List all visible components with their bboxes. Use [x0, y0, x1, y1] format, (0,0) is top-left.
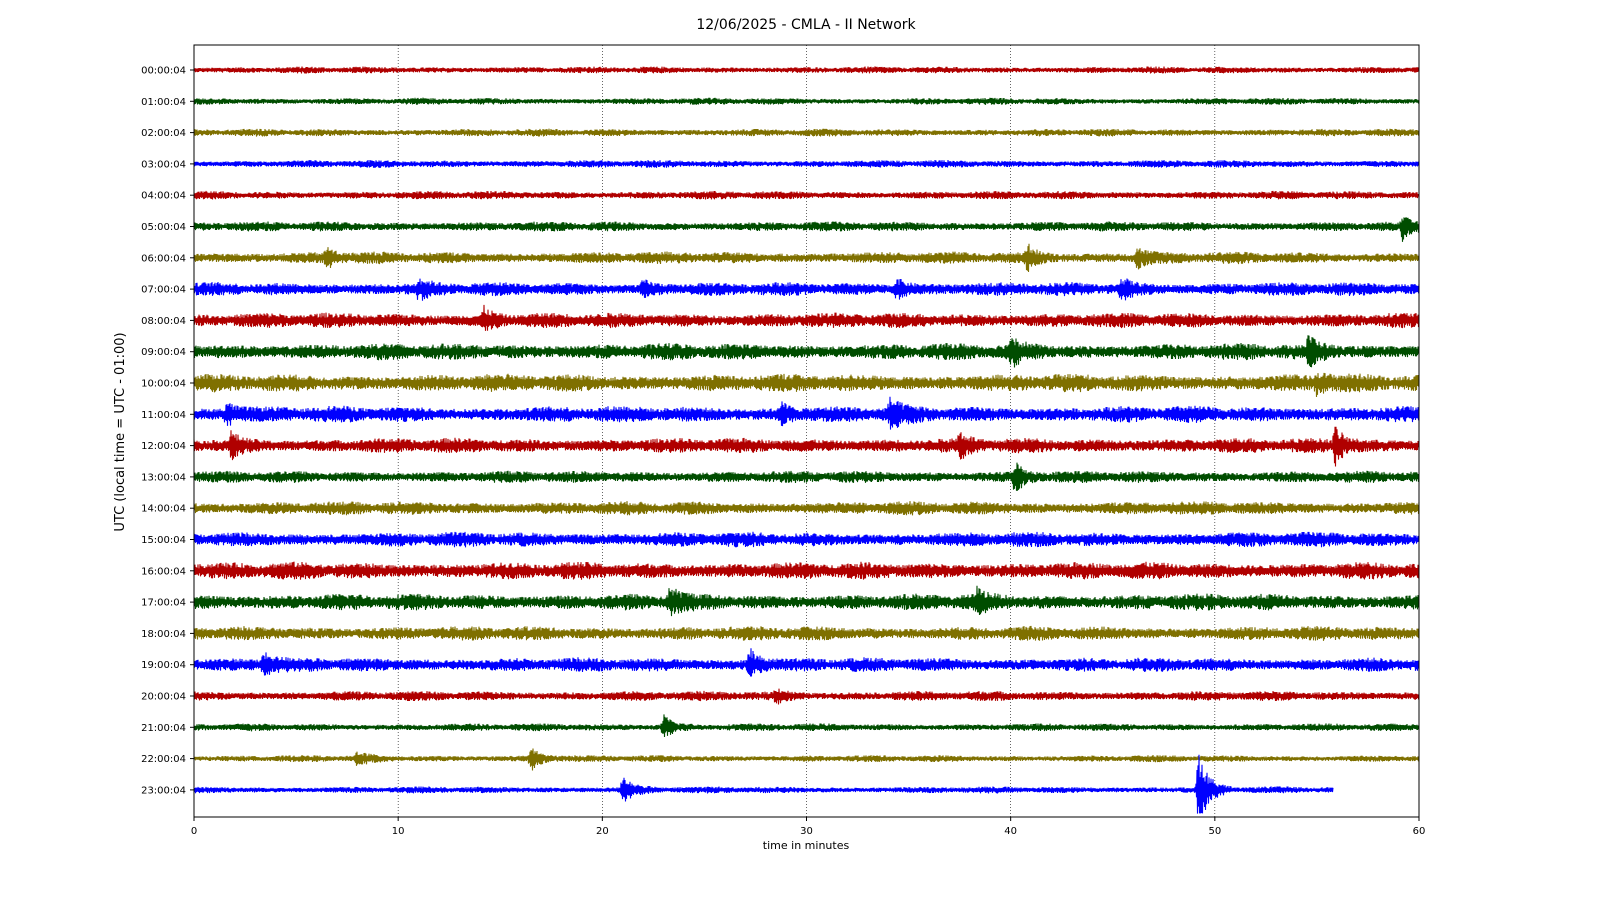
y-tick-label: 06:00:04	[141, 253, 186, 264]
y-tick-label: 04:00:04	[141, 191, 186, 202]
seismic-trace	[193, 335, 1420, 368]
x-tick-label: 0	[191, 826, 197, 837]
x-tick-label: 50	[1208, 826, 1221, 837]
y-tick-label: 20:00:04	[141, 692, 186, 703]
x-tick-label: 60	[1413, 826, 1426, 837]
seismic-trace	[193, 688, 1420, 705]
seismic-trace	[193, 501, 1420, 516]
seismic-trace	[193, 243, 1420, 273]
y-tick-label: 09:00:04	[141, 347, 186, 358]
seismic-trace	[193, 97, 1420, 105]
y-tick-label: 13:00:04	[141, 472, 186, 483]
y-tick-label: 23:00:04	[141, 785, 186, 796]
y-tick-label: 21:00:04	[141, 723, 186, 734]
y-tick-label: 01:00:04	[141, 97, 186, 108]
x-ticks: 0 10 20 30 40 50 60	[191, 817, 1426, 837]
y-tick-label: 17:00:04	[141, 598, 186, 609]
seismic-trace	[193, 625, 1420, 641]
y-tick-label: 14:00:04	[141, 504, 186, 515]
y-axis-label: UTC (local time = UTC - 01:00)	[113, 332, 128, 531]
plot-frame	[193, 44, 1420, 818]
y-tick-label: 15:00:04	[141, 535, 186, 546]
y-tick-label: 08:00:04	[141, 316, 186, 327]
x-tick-label: 20	[596, 826, 609, 837]
seismic-trace	[193, 748, 1420, 771]
y-tick-label: 12:00:04	[141, 441, 186, 452]
chart-title: 12/06/2025 - CMLA - II Network	[696, 17, 916, 33]
y-tick-label: 10:00:04	[141, 379, 186, 390]
seismic-trace	[193, 128, 1420, 137]
seismic-trace	[193, 304, 1420, 331]
seismic-trace	[193, 754, 1334, 814]
y-tick-label: 11:00:04	[141, 410, 186, 421]
seismic-trace	[193, 462, 1420, 491]
y-tick-label: 18:00:04	[141, 629, 186, 640]
seismic-trace	[193, 585, 1420, 617]
y-tick-label: 07:00:04	[141, 285, 186, 296]
y-tick-label: 02:00:04	[141, 128, 186, 139]
y-tick-label: 03:00:04	[141, 159, 186, 170]
seismic-trace	[193, 278, 1420, 301]
seismic-trace	[193, 372, 1420, 398]
seismic-trace	[193, 426, 1420, 467]
seismic-trace	[193, 217, 1420, 242]
y-tick-label: 05:00:04	[141, 222, 186, 233]
seismic-trace	[193, 190, 1420, 200]
x-tick-label: 40	[1004, 826, 1017, 837]
y-tick-labels: 00:00:04 01:00:04 02:00:04 03:00:04 04:00:04…	[141, 66, 194, 796]
seismic-trace	[193, 66, 1420, 74]
x-tick-label: 30	[800, 826, 813, 837]
y-tick-label: 19:00:04	[141, 660, 186, 671]
y-tick-label: 22:00:04	[141, 754, 186, 765]
seismic-trace	[193, 714, 1420, 738]
seismic-trace	[193, 159, 1420, 168]
x-axis-label: time in minutes	[763, 839, 850, 852]
seismic-trace	[193, 396, 1420, 430]
y-tick-label: 00:00:04	[141, 66, 186, 77]
x-tick-label: 10	[392, 826, 405, 837]
y-tick-label: 16:00:04	[141, 566, 186, 577]
trace-group	[193, 66, 1420, 814]
seismic-trace	[193, 648, 1420, 677]
seismic-trace	[193, 531, 1420, 548]
seismic-trace	[193, 561, 1420, 580]
